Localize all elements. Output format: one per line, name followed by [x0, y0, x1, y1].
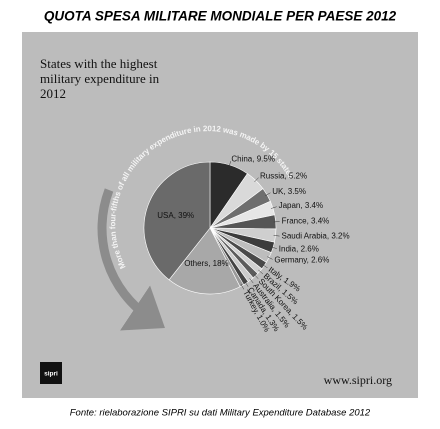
- leader-line: [267, 256, 273, 260]
- leader-line: [228, 161, 232, 167]
- slice-label: Russia, 5.2%: [260, 171, 307, 180]
- slice-label: France, 3.4%: [282, 216, 330, 225]
- pie-slice: [143, 161, 211, 281]
- slice-label: China, 9.5%: [231, 154, 275, 163]
- logo: sipri: [44, 371, 58, 378]
- leader-line: [270, 206, 277, 209]
- logo-box: [40, 362, 62, 384]
- leader-line: [240, 283, 245, 290]
- slice-label: Saudi Arabia, 3.2%: [282, 231, 350, 240]
- slice-label: Japan, 3.4%: [279, 201, 323, 210]
- leader-line: [273, 221, 280, 223]
- slice-label: UK, 3.5%: [272, 187, 306, 196]
- website: www.sipri.org: [324, 373, 392, 387]
- subtitle: States with the highest military expendi…: [40, 56, 160, 101]
- slice-label: USA, 39%: [157, 211, 194, 220]
- leader-line: [253, 274, 259, 279]
- slice-label: Germany, 2.6%: [274, 255, 329, 264]
- leader-line: [258, 269, 264, 275]
- arrow: [97, 188, 165, 331]
- chart-title: QUOTA SPESA MILITARE MONDIALE PER PAESE …: [44, 9, 397, 24]
- leader-line: [254, 177, 259, 183]
- subtitle-box: States with the highest military expendi…: [40, 56, 160, 101]
- leader-line: [249, 278, 254, 284]
- source: Fonte: rielaborazione SIPRI su dati Mili…: [70, 408, 371, 419]
- leader-line: [262, 264, 268, 269]
- slice-label: India, 2.6%: [279, 244, 319, 253]
- leader-line: [273, 235, 280, 237]
- leader-line: [244, 281, 249, 287]
- pie-slice: [168, 227, 241, 295]
- slice-label: Others, 18%: [184, 259, 228, 268]
- leader-line: [265, 192, 271, 196]
- leader-line: [271, 246, 277, 249]
